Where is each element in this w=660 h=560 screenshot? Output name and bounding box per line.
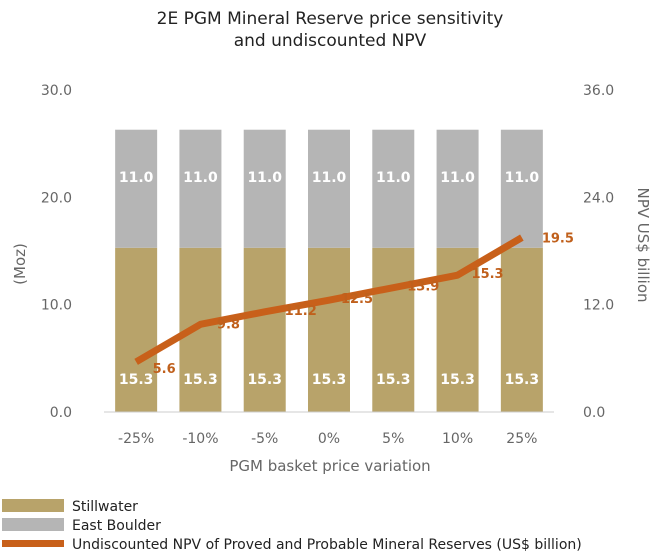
bar-east-boulder	[500, 129, 543, 248]
chart-title-line-2: and undiscounted NPV	[234, 31, 427, 51]
bar-stillwater	[500, 247, 543, 412]
bar-value-label: 15.3	[440, 372, 475, 388]
y2-tick-label: 24.0	[583, 190, 614, 206]
y-axis-label: (Moz)	[11, 243, 29, 285]
x-tick-label: 10%	[442, 431, 473, 447]
x-tick-label: 25%	[506, 431, 537, 447]
npv-value-label: 5.6	[153, 362, 176, 377]
bar-stillwater	[372, 247, 415, 412]
bar-value-label: 11.0	[440, 170, 475, 186]
bar-value-label: 11.0	[119, 170, 154, 186]
left-axis-ticks: 0.0 10.0 20.0 30.0	[41, 83, 72, 421]
bar-value-label: 11.0	[312, 170, 347, 186]
npv-value-label: 15.3	[472, 267, 504, 282]
bar-value-label: 15.3	[183, 372, 218, 388]
npv-line	[134, 234, 524, 365]
x-tick-label: -5%	[251, 431, 278, 447]
y2-tick-label: 36.0	[583, 83, 614, 99]
bar-east-boulder	[372, 129, 415, 248]
legend-swatch-stillwater	[2, 499, 64, 512]
x-axis-ticks: -25% -10% -5% 0% 5% 10% 25%	[118, 431, 537, 447]
y2-tick-label: 12.0	[583, 298, 614, 314]
y2-tick-label: 0.0	[583, 405, 605, 421]
bar-value-labels: 15.3 11.0 15.3 11.0 15.3 11.0 15.3 11.0 15.3 11.0…	[119, 170, 540, 388]
bar-value-label: 15.3	[376, 372, 411, 388]
chart-title-line-1: 2E PGM Mineral Reserve price sensitivity	[157, 9, 504, 29]
npv-line-series: 5.6 9.8 11.2 12.5 13.9 15.3 19.5	[134, 232, 574, 377]
bar-east-boulder	[243, 129, 286, 248]
legend-swatch-east-boulder	[2, 518, 64, 531]
bar-value-label: 15.3	[119, 372, 154, 388]
legend-swatch-npv	[2, 540, 64, 547]
bar-value-label: 11.0	[247, 170, 282, 186]
bar-east-boulder	[179, 129, 222, 248]
npv-value-label: 9.8	[217, 317, 240, 332]
bar-east-boulder	[308, 129, 350, 248]
npv-value-label: 12.5	[341, 292, 373, 307]
legend-label-npv: Undiscounted NPV of Proved and Probable …	[72, 537, 582, 553]
bar-value-label: 11.0	[376, 170, 411, 186]
right-axis-ticks: 0.0 12.0 24.0 36.0	[583, 83, 614, 421]
legend-label-east-boulder: East Boulder	[72, 518, 161, 534]
bar-stillwater	[308, 247, 350, 412]
bar-value-label: 15.3	[505, 372, 540, 388]
legend-label-stillwater: Stillwater	[72, 499, 138, 515]
x-tick-label: 0%	[318, 431, 340, 447]
legend: Stillwater East Boulder Undiscounted NPV…	[2, 499, 582, 553]
bar-value-label: 15.3	[247, 372, 282, 388]
bar-value-label: 11.0	[183, 170, 218, 186]
bar-east-boulder	[436, 129, 479, 248]
bar-stillwater	[115, 247, 158, 412]
bar-stillwater	[243, 247, 286, 412]
x-tick-label: 5%	[382, 431, 404, 447]
bar-value-label: 11.0	[505, 170, 540, 186]
x-axis-label: PGM basket price variation	[229, 457, 430, 475]
y-tick-label: 0.0	[50, 405, 72, 421]
y-tick-label: 10.0	[41, 298, 72, 314]
x-tick-label: -10%	[182, 431, 218, 447]
npv-value-label: 11.2	[285, 304, 317, 319]
bar-value-label: 15.3	[312, 372, 347, 388]
bar-east-boulder	[115, 129, 158, 248]
y-tick-label: 20.0	[41, 190, 72, 206]
npv-value-label: 19.5	[542, 232, 574, 247]
x-tick-label: -25%	[118, 431, 154, 447]
bar-series	[115, 129, 543, 412]
y2-axis-label: NPV US$ billion	[634, 188, 652, 303]
npv-value-label: 13.9	[407, 280, 439, 295]
y-tick-label: 30.0	[41, 83, 72, 99]
